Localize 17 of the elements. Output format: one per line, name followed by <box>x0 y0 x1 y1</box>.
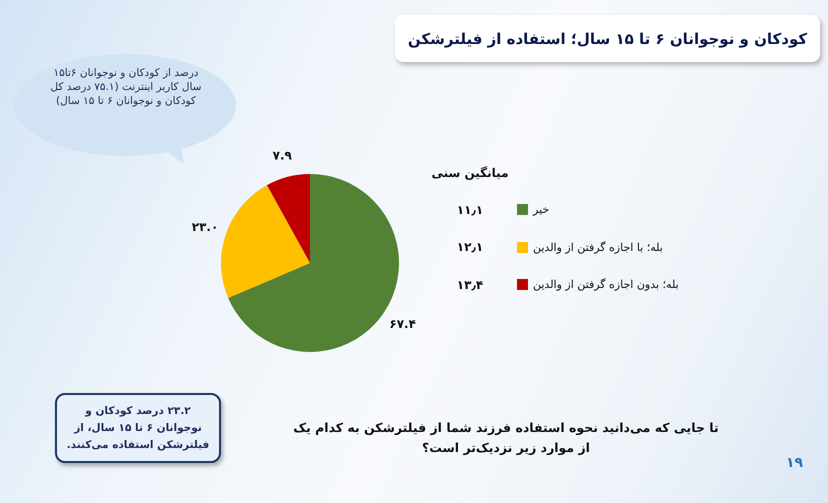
pie-slice <box>221 185 310 298</box>
text: ۱۳٫۴ <box>456 278 484 292</box>
legend-label: بله؛ بدون اجازه گرفتن از والدین <box>533 278 679 292</box>
text: ۱۱٫۱ <box>456 202 484 217</box>
legend-title: میانگین سنی <box>430 166 510 180</box>
text: ۱۹ <box>786 455 804 471</box>
data-label: ۷.۹ <box>272 148 293 163</box>
chart-title: کودکان و نوجوانان ۶ تا ۱۵ سال؛ استفاده از فیلترشکن <box>408 30 808 48</box>
text: ۲۳.۲ درصد کودکان و نوجوانان ۶ تا ۱۵ سال، از فیلترشکن استفاده می‌کنند. <box>66 404 210 453</box>
legend-label: خیر <box>533 203 550 216</box>
text: ۱۲٫۱ <box>456 240 484 254</box>
text: تا جایی که می‌دانید نحوه استفاده فرزند شما از فیلترشکن به کدام یک از موارد زیر نزدیک‌تر است؟ <box>292 419 720 457</box>
pie-slice <box>266 174 310 263</box>
legend-label: بله؛ با اجازه گرفتن از والدین <box>533 240 663 254</box>
text: درصد از کودکان و نوجوانان ۶تا۱۵ سال کاربر اینترنت (۷۵.۱ درصد کل کودکان و نوجوانان ۶ تا ۱۵ سال) <box>49 66 202 108</box>
data-label: ۶۷.۴ <box>389 317 416 332</box>
data-label: ۲۳.۰ <box>192 220 218 234</box>
